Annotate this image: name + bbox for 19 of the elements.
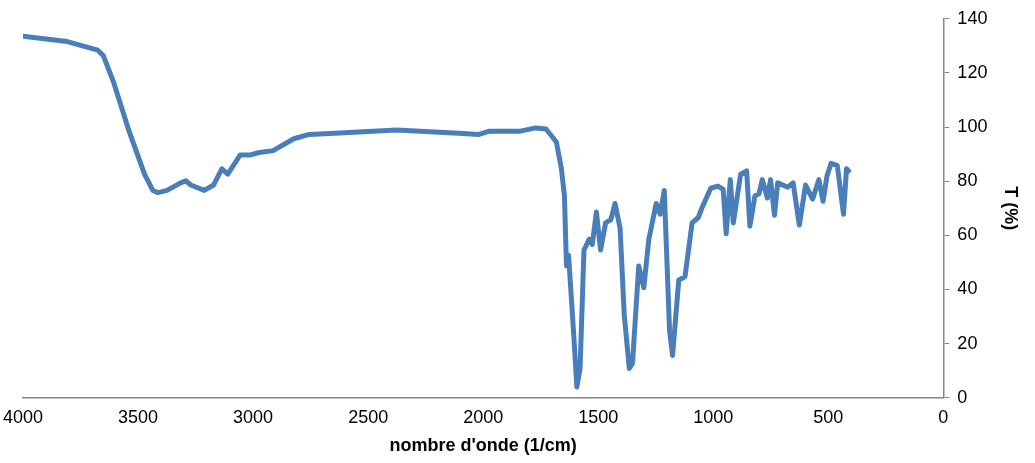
x-axis-title: nombre d'onde (1/cm) — [389, 435, 577, 456]
y-tick-label: 0 — [957, 386, 968, 407]
x-tick-label: 3500 — [118, 406, 159, 427]
x-tick-label: 0 — [938, 406, 949, 427]
y-tick-label: 80 — [957, 170, 978, 191]
y-tick-label: 120 — [957, 61, 988, 82]
y-tick-label: 140 — [957, 7, 988, 28]
x-tick-label: 500 — [813, 406, 844, 427]
y-tick-label: 40 — [957, 278, 978, 299]
y-tick-label: 100 — [957, 116, 988, 137]
x-tick-label: 1000 — [693, 406, 734, 427]
x-tick-label: 2500 — [348, 406, 389, 427]
y-tick-label: 20 — [957, 332, 978, 353]
y-axis-title: T (%) — [1001, 186, 1022, 231]
x-tick-label: 4000 — [3, 406, 44, 427]
y-tick-label: 60 — [957, 224, 978, 245]
x-tick-label: 3000 — [233, 406, 274, 427]
x-tick-label: 1500 — [578, 406, 619, 427]
x-tick-label: 2000 — [463, 406, 504, 427]
